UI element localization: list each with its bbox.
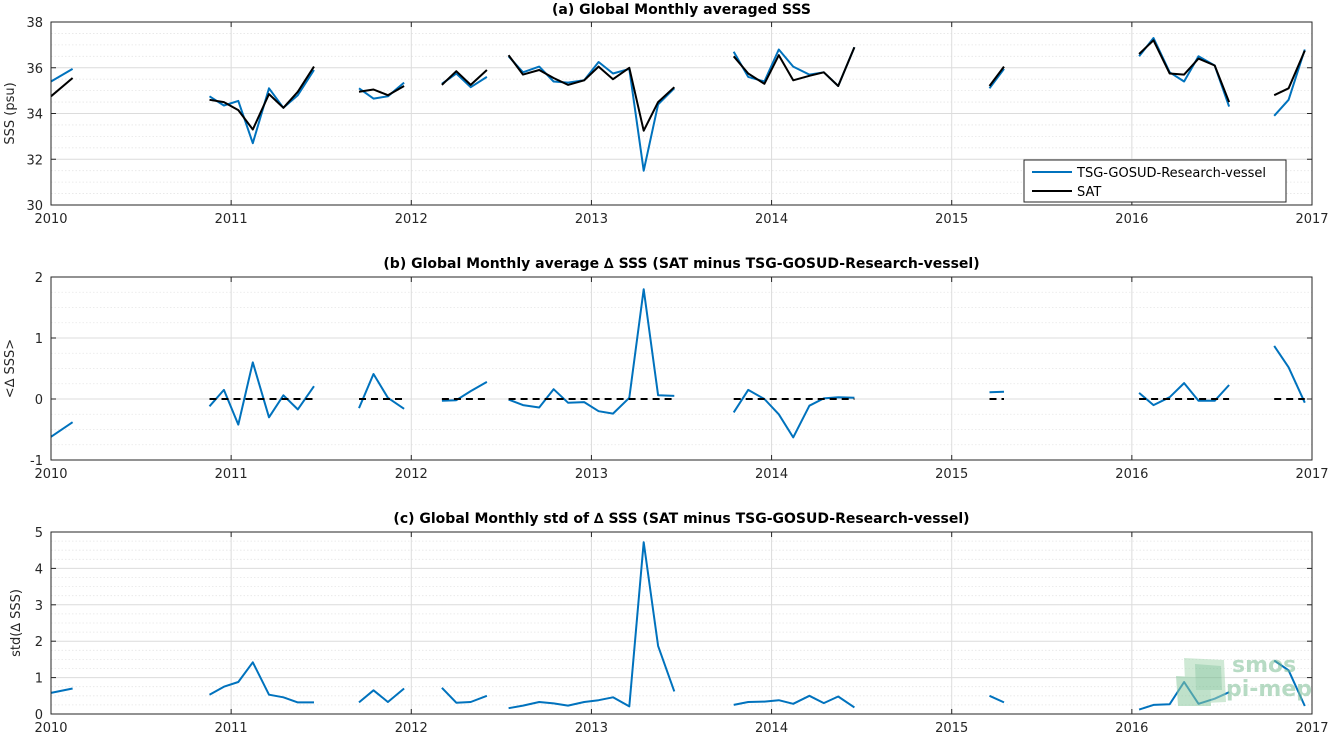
x-tick-label: 2012 [395, 467, 428, 482]
series-line-segment [358, 687, 405, 704]
logo-mark [1176, 658, 1226, 706]
series-line-segment [441, 687, 488, 704]
chart-title: (a) Global Monthly averaged SSS [552, 2, 811, 18]
series-line-segment [50, 68, 74, 83]
x-tick-label: 2017 [1295, 467, 1328, 482]
series-line-segment [50, 687, 73, 694]
series-line-segment [732, 46, 856, 87]
series-line-segment [508, 541, 676, 710]
legend-box [1023, 159, 1287, 203]
series-line-segment [988, 68, 1005, 89]
series-line-segment [507, 55, 676, 172]
y-tick-label: 1 [35, 672, 43, 687]
x-tick-label: 2010 [34, 467, 67, 482]
x-tick-label: 2015 [935, 721, 968, 736]
y-tick-label: -1 [30, 454, 43, 469]
watermark-text-bottom: pi-mep [1226, 677, 1312, 702]
x-tick-label: 2014 [755, 467, 788, 482]
x-tick-label: 2013 [575, 721, 608, 736]
chart-title: (c) Global Monthly std of ∆ SSS (SAT min… [393, 511, 969, 527]
x-tick-label: 2017 [1295, 721, 1328, 736]
chart-panel-2: 2010 2011 2012 2013 2014 2015 2016 2017 -1 0 1 2 (b)… [3, 256, 1329, 482]
x-tick-label: 2012 [395, 721, 428, 736]
y-tick-label: 2 [35, 271, 43, 286]
x-tick-label: 2014 [755, 721, 788, 736]
y-axis-label: SSS (psu) [3, 82, 18, 144]
x-tick-label: 2015 [935, 467, 968, 482]
y-tick-label: 4 [35, 562, 43, 577]
y-tick-label: 3 [35, 599, 43, 614]
series-line-segment [208, 361, 315, 426]
x-tick-label: 2011 [215, 212, 248, 227]
x-tick-label: 2017 [1295, 212, 1328, 227]
series-line-segment [209, 661, 314, 704]
series-line-segment [1273, 49, 1306, 117]
series-line-segment [988, 66, 1005, 87]
series-line-segment [1138, 382, 1230, 407]
axes-frame [50, 276, 1313, 461]
series-line-segment [1138, 39, 1231, 103]
legend-entry: TSG-GOSUD-Research-vessel [1076, 166, 1266, 181]
axes-frame [50, 531, 1313, 715]
x-tick-label: 2010 [34, 721, 67, 736]
x-tick-label: 2012 [395, 212, 428, 227]
chart-panel-1: 2010 2011 2012 2013 2014 2015 2016 2017 30 32 34 36… [3, 2, 1329, 227]
y-tick-label: 34 [26, 108, 43, 123]
y-tick-label: 30 [26, 199, 43, 214]
x-tick-label: 2014 [755, 212, 788, 227]
series-line-segment [358, 373, 405, 410]
series-line-segment [733, 694, 855, 709]
y-tick-label: 2 [35, 635, 43, 650]
series-line-segment [732, 388, 855, 439]
chart-panel-3: 2010 2011 2012 2013 2014 2015 2016 2017 0 1 2 3 4 5 (c… [9, 511, 1329, 736]
x-tick-label: 2011 [215, 721, 248, 736]
x-tick-label: 2011 [215, 467, 248, 482]
x-tick-label: 2016 [1115, 467, 1148, 482]
y-tick-label: 36 [26, 62, 43, 77]
y-tick-label: 32 [26, 153, 43, 168]
legend: TSG-GOSUD-Research-vessel SAT [1023, 159, 1287, 203]
series-line-segment [441, 69, 488, 86]
x-tick-label: 2013 [575, 467, 608, 482]
y-tick-label: 38 [26, 16, 43, 31]
series-line-segment [1273, 50, 1306, 97]
series-line-segment [508, 288, 675, 415]
y-axis-label: <∆ SSS> [3, 339, 18, 398]
x-tick-label: 2016 [1115, 212, 1148, 227]
series-line-segment [358, 85, 405, 97]
series-line-segment [507, 54, 675, 132]
legend-entry: SAT [1077, 185, 1101, 200]
series-line-segment [989, 694, 1005, 704]
series-line-segment [1273, 659, 1306, 707]
series-line-segment [441, 381, 488, 402]
y-tick-label: 1 [35, 332, 43, 347]
x-tick-label: 2016 [1115, 721, 1148, 736]
watermark-logo: smos pi-mep [1176, 653, 1312, 706]
y-axis-label: std(∆ SSS) [9, 589, 24, 657]
y-tick-label: 5 [35, 526, 43, 541]
series-line-segment [50, 77, 74, 98]
watermark-text-top: smos [1232, 653, 1296, 678]
series-delta-sss [50, 288, 1306, 439]
series-line-segment [1273, 345, 1306, 404]
series-line-segment [209, 66, 315, 131]
series-sat [50, 39, 1306, 132]
x-tick-label: 2010 [34, 212, 67, 227]
x-tick-label: 2013 [575, 212, 608, 227]
y-tick-label: 0 [35, 708, 43, 723]
y-tick-label: 0 [35, 393, 43, 408]
series-line-segment [989, 390, 1005, 394]
series-line-segment [208, 69, 315, 145]
series-line-segment [50, 421, 74, 438]
x-tick-label: 2015 [935, 212, 968, 227]
chart-title: (b) Global Monthly average ∆ SSS (SAT mi… [383, 256, 979, 272]
series-tsg-gosud-research-vessel [50, 37, 1306, 172]
